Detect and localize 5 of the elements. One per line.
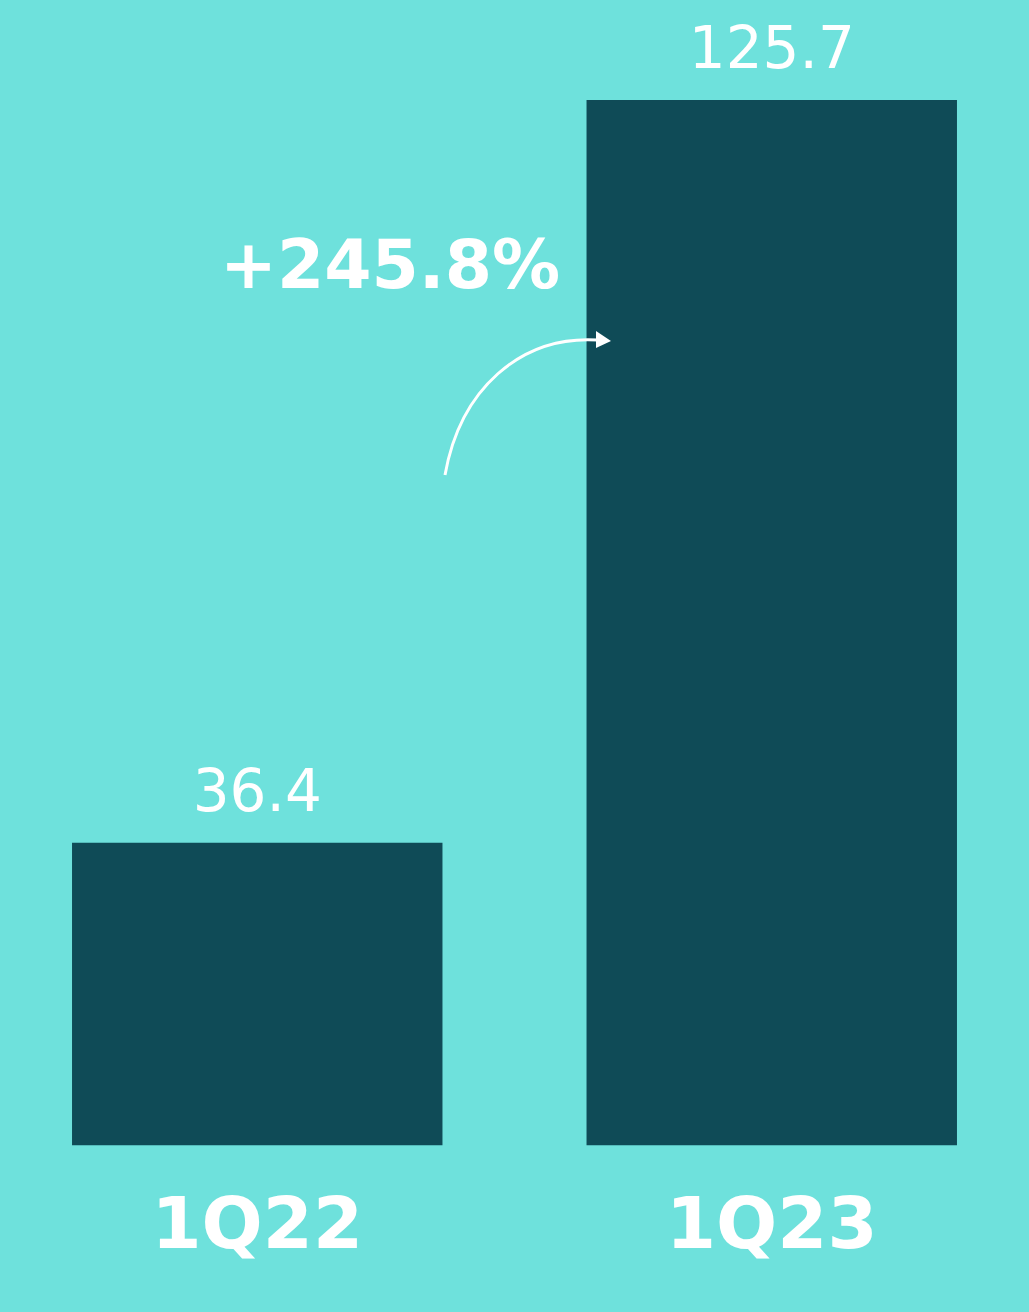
annotation: +245.8% [219,224,561,304]
data-label: 36.4 [192,756,322,825]
data-label: 125.7 [688,14,855,83]
x-tick-label: 1Q22 [151,1180,363,1265]
x-tick-label: 1Q23 [666,1180,878,1265]
